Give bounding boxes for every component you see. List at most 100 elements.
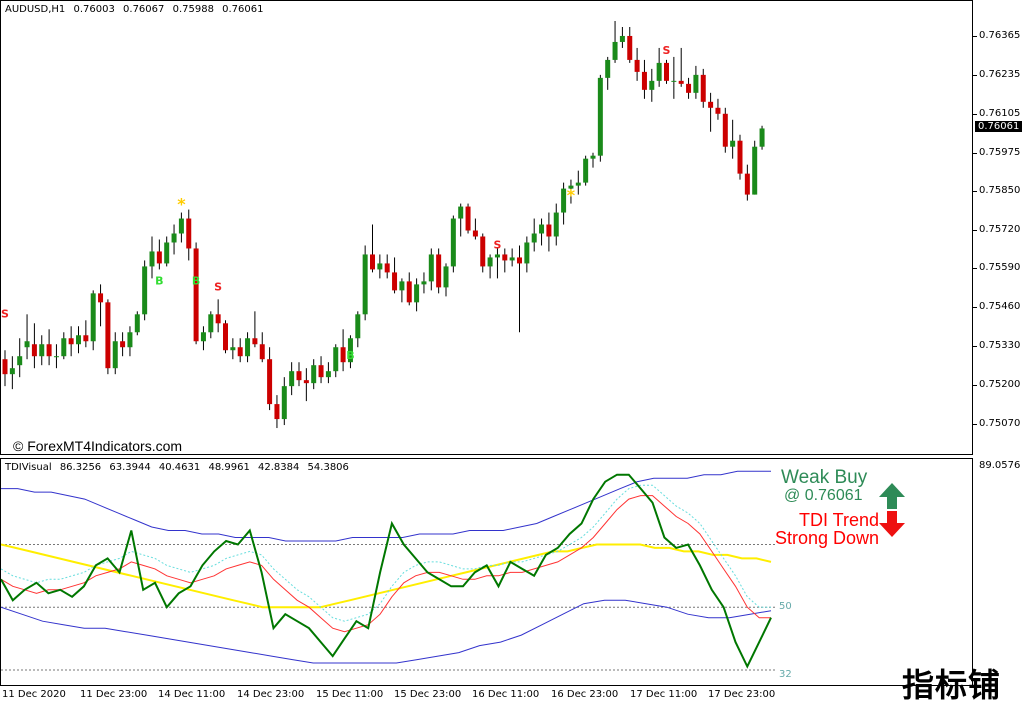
bull-candle [414, 284, 420, 303]
bear-candle [627, 35, 633, 60]
open-value: 0.76003 [73, 4, 115, 15]
price-tick [973, 307, 977, 309]
price-label: 0.76105 [979, 108, 1021, 120]
bear-candle [517, 257, 522, 264]
bull-candle [377, 263, 383, 270]
bull-candle [428, 254, 434, 282]
bear-candle [215, 314, 221, 324]
current-price-marker: 0.76061 [975, 121, 1023, 133]
bull-candle [561, 188, 567, 213]
price-tick [973, 385, 977, 387]
bull-candle [347, 338, 353, 363]
bull-candle [171, 233, 177, 243]
bear-candle [193, 248, 199, 342]
level-50-label: 50 [779, 601, 792, 612]
bull-candle [208, 314, 214, 333]
price-axis[interactable]: 0.76365 0.76235 0.76105 0.75975 0.75850 0.757… [973, 0, 1024, 455]
bear-candle [722, 113, 728, 147]
sell-signal-marker: S [493, 238, 501, 251]
level-32-label: 32 [779, 669, 792, 680]
price-tick [973, 229, 977, 231]
bull-candle [671, 80, 677, 82]
bear-candle [392, 272, 398, 291]
indicator-value: 86.3256 [59, 462, 102, 473]
bull-candle [164, 242, 170, 264]
bull-candle [9, 368, 15, 375]
bull-candle [553, 212, 559, 237]
time-label: 17 Dec 11:00 [630, 689, 698, 700]
symbol-label: AUDUSD,H1 [5, 4, 66, 15]
bear-candle [708, 101, 714, 108]
bull-candle [509, 257, 515, 261]
tdi-chart[interactable] [1, 459, 972, 685]
tdi-trend-line1: TDI Trend [798, 510, 879, 530]
bear-candle [678, 80, 684, 84]
time-axis[interactable]: 11 Dec 2020 11 Dec 23:00 14 Dec 11:00 14 De… [0, 686, 973, 704]
bull-candle [494, 254, 500, 258]
lower-volatility-band [1, 599, 772, 664]
time-label: 15 Dec 23:00 [394, 689, 462, 700]
market-base-line [1, 543, 772, 609]
bull-candle [421, 281, 427, 285]
bull-candle [39, 344, 45, 357]
bear-candle [465, 206, 471, 231]
bear-candle [436, 254, 442, 288]
bull-candle [53, 356, 59, 358]
arrow-down-icon [879, 511, 905, 537]
sell-signal-marker: S [663, 44, 671, 57]
candlestick-chart[interactable]: S B B S B S S * * [1, 1, 972, 454]
price-label: 0.75330 [979, 340, 1021, 352]
tdi-status-box: Weak Buy @ 0.76061 [781, 468, 867, 505]
bear-candle [686, 83, 692, 93]
bull-candle [450, 218, 456, 267]
price-label: 0.75720 [979, 223, 1021, 235]
price-label: 0.76235 [979, 69, 1021, 81]
signal-line-cyan [1, 484, 771, 622]
bull-candle [17, 356, 23, 366]
arrow-up-icon [879, 483, 905, 509]
bull-candle [399, 281, 405, 291]
bull-candle [590, 155, 596, 159]
bull-candle [605, 59, 611, 78]
bull-candle [759, 128, 765, 147]
bull-candle [134, 314, 140, 333]
bull-candle [531, 233, 537, 243]
bull-candle [693, 74, 699, 93]
buy-signal-marker: B [346, 349, 354, 362]
bull-candle [245, 338, 251, 357]
indicator-value: 40.4631 [158, 462, 201, 473]
price-label: 0.75460 [979, 301, 1021, 313]
indicator-axis: 89.0576 [973, 458, 1024, 686]
sell-signal-marker: S [1, 307, 9, 320]
indicator-value: 42.8384 [258, 462, 300, 473]
bull-candle [539, 224, 545, 234]
high-value: 0.76067 [123, 4, 165, 15]
indicator-header: TDIVisual 86.3256 63.3944 40.4631 48.996… [5, 462, 354, 473]
bull-candle [76, 335, 81, 345]
price-chart-pane[interactable]: S B B S B S S * * AUDUSD,H1 0.76003 0.76067 0.75… [0, 0, 973, 455]
price-tick [973, 190, 977, 192]
buy-signal-marker: B [155, 274, 163, 287]
bear-candle [744, 173, 750, 195]
bear-candle [318, 365, 324, 378]
bull-candle [730, 140, 736, 147]
time-label: 14 Dec 11:00 [158, 689, 226, 700]
bear-candle [31, 344, 37, 357]
bull-candle [362, 254, 368, 315]
bear-candle [715, 107, 721, 114]
tdi-trend-line2: Strong Down [774, 528, 879, 548]
bull-candle [458, 206, 464, 219]
time-label: 11 Dec 2020 [2, 689, 66, 700]
bear-candle [223, 323, 228, 351]
bull-candle [568, 185, 574, 189]
price-label: 0.75590 [979, 262, 1021, 274]
bear-candle [274, 404, 280, 420]
price-tick [973, 346, 977, 348]
tdi-indicator-pane[interactable]: TDIVisual 86.3256 63.3944 40.4631 48.996… [0, 458, 973, 686]
sell-signal-marker: S [214, 280, 222, 293]
time-label: 15 Dec 11:00 [316, 689, 384, 700]
bear-candle [156, 251, 162, 264]
bear-candle [546, 224, 552, 237]
indicator-name: TDIVisual [5, 462, 52, 473]
star-icon: * [567, 186, 576, 205]
